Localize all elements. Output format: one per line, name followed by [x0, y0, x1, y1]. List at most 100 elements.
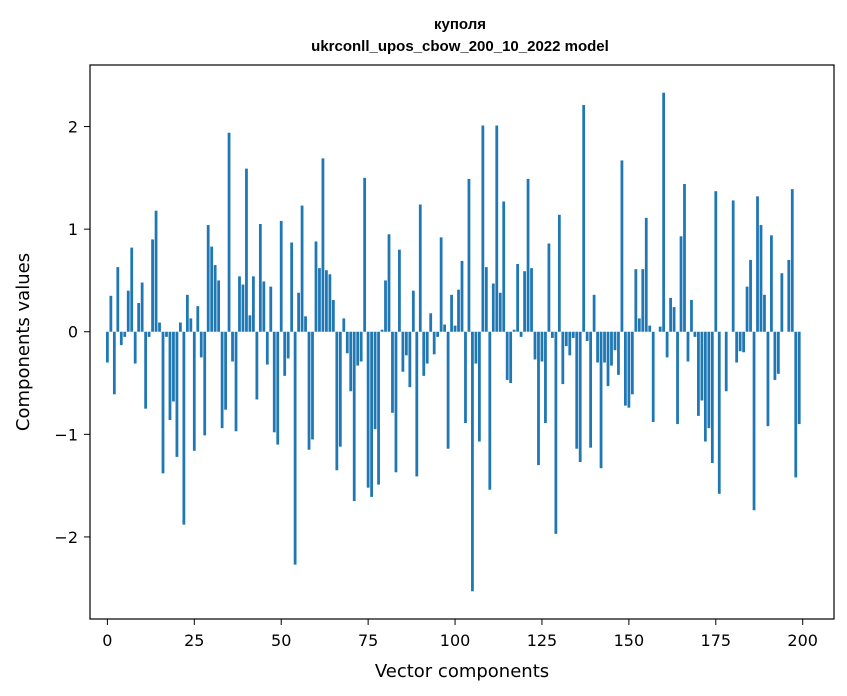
bar [123, 331, 127, 337]
bar [415, 331, 419, 477]
bar [158, 322, 161, 332]
bar [613, 331, 617, 351]
bar [596, 331, 599, 363]
bar [564, 331, 568, 347]
bar [790, 189, 794, 332]
bar [154, 210, 158, 332]
bar [133, 331, 137, 364]
bar [749, 259, 752, 332]
bar [224, 331, 227, 410]
bar [669, 297, 672, 332]
bar [112, 331, 116, 395]
bar [363, 177, 367, 332]
bar [255, 331, 259, 400]
bar [523, 271, 526, 332]
bar [304, 316, 307, 332]
bar [488, 331, 492, 490]
bar [603, 331, 606, 363]
bar [151, 239, 154, 332]
bar [370, 331, 373, 497]
bar [519, 331, 523, 337]
bar [707, 331, 711, 429]
x-axis-label: Vector components [375, 661, 549, 682]
bar [491, 283, 495, 332]
bar [794, 331, 798, 478]
bar [460, 260, 464, 332]
bar [325, 270, 328, 332]
bar [276, 331, 280, 445]
bar [279, 220, 283, 332]
bar [168, 331, 172, 420]
bar [585, 331, 589, 341]
bar [592, 294, 596, 332]
bar [690, 299, 693, 332]
bar [641, 269, 645, 332]
bar [634, 269, 638, 332]
x-tick-label: 0 [102, 631, 112, 650]
bar [752, 331, 756, 511]
bar [662, 92, 666, 332]
chart-title-line1: куполя [434, 16, 486, 33]
x-tick-label: 175 [701, 631, 732, 650]
bar [262, 281, 266, 332]
bar [693, 331, 697, 337]
chart-title-line2: ukrconll_upos_cbow_200_10_2022 model [311, 38, 609, 55]
bar [770, 235, 773, 332]
bar [627, 331, 631, 408]
bar [683, 184, 686, 332]
bar [557, 214, 561, 332]
bar [307, 331, 311, 450]
y-tick-label: −1 [54, 425, 78, 444]
bar [665, 331, 669, 358]
bar [161, 331, 165, 474]
bar [384, 280, 387, 332]
bar [189, 318, 193, 332]
y-axis-ticks: −2 −1 0 1 2 [54, 118, 90, 547]
bar [380, 329, 384, 332]
bar [179, 322, 182, 332]
bar [290, 242, 294, 332]
x-tick-label: 50 [271, 631, 291, 650]
bar [203, 331, 207, 436]
bar [679, 236, 683, 332]
bar [648, 325, 652, 332]
bar [464, 331, 467, 424]
bar [175, 331, 179, 457]
bar [471, 331, 474, 592]
bar [731, 200, 735, 332]
plot-frame [89, 64, 835, 620]
bar [502, 201, 506, 332]
bar [119, 331, 123, 346]
bar-series [105, 92, 801, 592]
bar [620, 160, 624, 332]
bar [735, 331, 739, 363]
bar [672, 307, 676, 332]
bar [745, 286, 749, 332]
bar [130, 247, 134, 332]
bar [105, 331, 109, 363]
bar [759, 225, 763, 332]
bar [217, 280, 221, 332]
bar [544, 331, 547, 424]
bar [624, 331, 627, 406]
bar [220, 331, 224, 429]
bar [391, 331, 394, 413]
bar [210, 246, 214, 332]
bar [398, 249, 401, 332]
bar [429, 313, 433, 332]
bar [776, 331, 780, 374]
bar [258, 224, 262, 332]
bar [578, 331, 582, 463]
bar [540, 331, 544, 362]
bar [599, 331, 603, 469]
bar [338, 331, 342, 447]
bar [265, 331, 269, 365]
bar [116, 267, 120, 332]
bar [551, 331, 554, 338]
y-tick-label: 1 [68, 220, 78, 239]
bar [411, 290, 415, 332]
bar [394, 331, 398, 473]
bar [787, 259, 791, 332]
bar [293, 331, 297, 565]
